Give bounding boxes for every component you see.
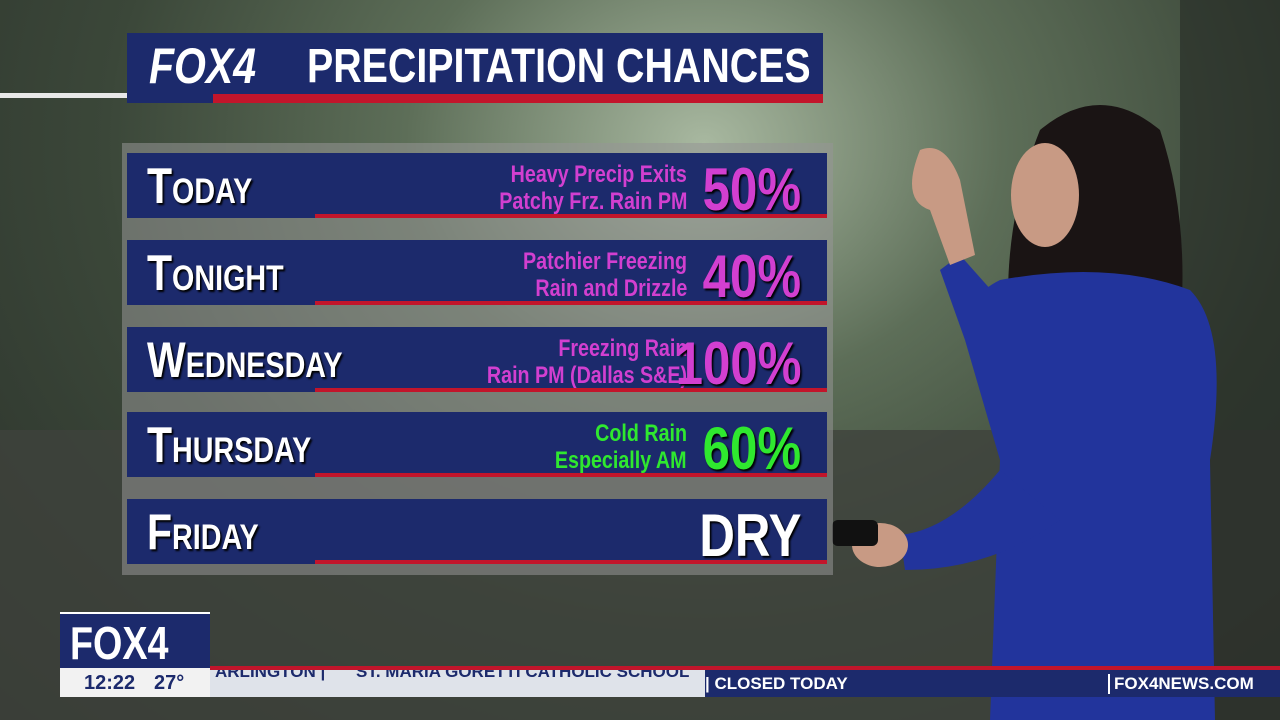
notes: Patchier Freezing Rain and Drizzle xyxy=(487,248,687,302)
note-text: Especially AM xyxy=(555,447,687,474)
chance-box: 50% xyxy=(681,155,801,224)
day-box: Thursday xyxy=(147,416,347,474)
chance-value: DRY xyxy=(698,502,801,569)
notes: Freezing Rain Rain PM (Dallas S&E) xyxy=(443,335,687,389)
notes: Cold Rain Especially AM xyxy=(526,420,687,474)
chance-box: DRY xyxy=(677,501,801,570)
note-line: Heavy Precip Exits xyxy=(458,161,687,188)
day-label: Friday xyxy=(147,504,259,560)
presenter xyxy=(832,105,1217,720)
note-text: Patchy Frz. Rain PM xyxy=(498,188,687,215)
day-box: Tonight xyxy=(147,244,314,302)
header-stripe xyxy=(213,94,823,103)
forecast-row: Wednesday Freezing Rain Rain PM (Dallas S&… xyxy=(127,327,827,397)
day-label: Thursday xyxy=(147,417,312,473)
bug-temperature: 27° xyxy=(154,672,185,694)
ticker-alert-bar: | CLOSED TODAY FOX4NEWS.COM xyxy=(705,670,1280,697)
day-label: Today xyxy=(147,158,253,214)
note-line: Especially AM xyxy=(526,447,687,474)
notes: Heavy Precip Exits Patchy Frz. Rain PM xyxy=(458,161,687,215)
forecast-row: Thursday Cold Rain Especially AM 60% xyxy=(127,412,827,482)
chance-value: 40% xyxy=(702,243,801,310)
day-box: Wednesday xyxy=(147,331,385,389)
ticker-site: FOX4NEWS.COM xyxy=(1108,674,1254,694)
chance-value: 50% xyxy=(702,156,801,223)
bug-logo-box: FOX4 xyxy=(60,612,210,670)
bug-logo: FOX4 xyxy=(70,617,169,669)
ticker-item: ARLINGTON | xyxy=(215,670,326,681)
chance-box: 40% xyxy=(681,242,801,311)
day-label: Wednesday xyxy=(147,332,343,388)
row-stripe xyxy=(315,214,827,218)
note-text: Cold Rain xyxy=(595,420,687,447)
header-logo: FOX4 xyxy=(149,38,257,94)
note-line: Patchier Freezing xyxy=(487,248,687,275)
day-box: Friday xyxy=(147,503,283,561)
header-rule xyxy=(0,93,215,98)
forecast-row: Tonight Patchier Freezing Rain and Drizzle… xyxy=(127,240,827,310)
forecast-row: Friday DRY xyxy=(127,499,827,569)
note-text: Rain PM (Dallas S&E) xyxy=(486,362,687,389)
bug-time: 12:22 xyxy=(84,672,136,694)
bug-info: 12:22 27° xyxy=(60,668,210,697)
note-text: Rain and Drizzle xyxy=(534,275,687,302)
ticker-item: ST. MARIA GORETTI CATHOLIC SCHOOL xyxy=(356,670,690,681)
row-stripe xyxy=(315,473,827,477)
day-box: Today xyxy=(147,157,275,215)
ticker-scroll: ARLINGTON | ST. MARIA GORETTI CATHOLIC S… xyxy=(210,670,705,697)
note-line: Rain PM (Dallas S&E) xyxy=(443,362,687,389)
chance-box: 60% xyxy=(681,414,801,483)
note-text: Patchier Freezing xyxy=(522,248,687,275)
row-stripe xyxy=(315,301,827,305)
chance-value: 60% xyxy=(702,415,801,482)
row-stripe xyxy=(315,560,827,564)
forecast-row: Today Heavy Precip Exits Patchy Frz. Rain … xyxy=(127,153,827,223)
ticker-alert: | CLOSED TODAY xyxy=(705,674,848,693)
note-line: Rain and Drizzle xyxy=(487,275,687,302)
day-label: Tonight xyxy=(147,245,284,301)
chance-value: 100% xyxy=(675,330,801,397)
note-line: Cold Rain xyxy=(526,420,687,447)
note-text: Heavy Precip Exits xyxy=(510,161,687,188)
header-title: PRECIPITATION CHANCES xyxy=(307,40,811,93)
note-line: Freezing Rain xyxy=(443,335,687,362)
note-text: Freezing Rain xyxy=(557,335,687,362)
header-box: FOX4 PRECIPITATION CHANCES xyxy=(127,33,823,103)
ticker-stripe xyxy=(210,666,1280,670)
chance-box: 100% xyxy=(648,329,801,398)
row-stripe xyxy=(315,388,827,392)
note-line: Patchy Frz. Rain PM xyxy=(458,188,687,215)
